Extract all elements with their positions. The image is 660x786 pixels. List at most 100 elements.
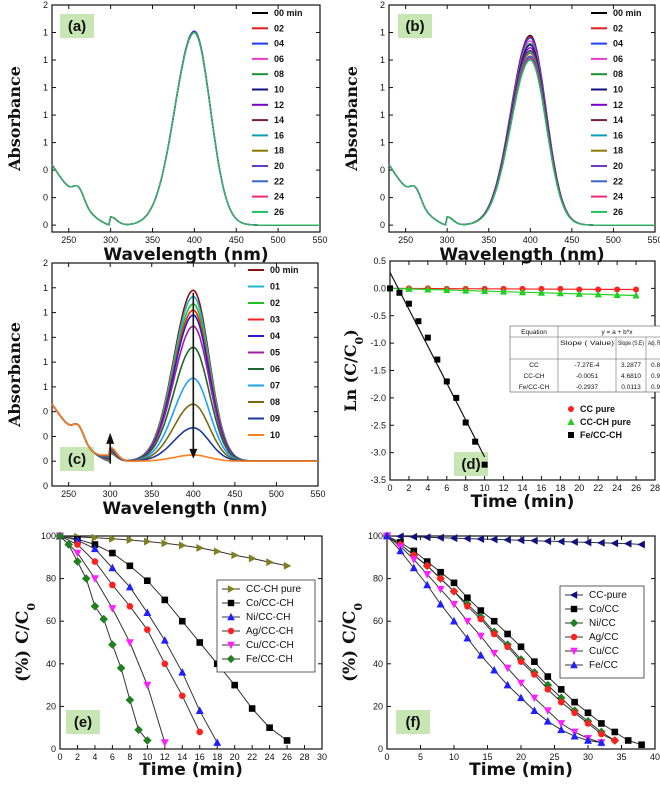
y-tick-label: 0 <box>380 220 385 230</box>
data-point <box>125 639 134 647</box>
legend-label: 00 min <box>270 265 299 275</box>
data-point <box>623 539 632 548</box>
data-point <box>196 639 204 646</box>
x-tick-label: 26 <box>282 752 292 762</box>
table-cell: 4.6810 <box>621 373 641 380</box>
data-point <box>144 537 152 546</box>
legend-box <box>216 579 316 673</box>
x-tick-label: 250 <box>398 235 413 245</box>
x-tick-label: 14 <box>177 752 187 762</box>
subscript: 0 <box>353 336 366 344</box>
data-point <box>109 581 116 589</box>
plot-frame <box>59 535 323 750</box>
x-tick-label: 550 <box>647 235 660 245</box>
data-point <box>450 616 458 625</box>
data-point <box>415 318 422 325</box>
data-point <box>453 394 460 401</box>
legend-label: 20 <box>613 161 623 171</box>
y-tick-label: 60 <box>373 616 383 626</box>
data-point <box>476 632 485 641</box>
data-point <box>575 289 583 297</box>
data-point <box>64 540 74 549</box>
data-point <box>248 554 257 563</box>
data-point <box>472 438 479 445</box>
data-point <box>437 575 444 582</box>
data-point <box>134 725 143 735</box>
spectrum-line <box>51 31 320 226</box>
data-point <box>463 534 471 543</box>
data-point <box>610 539 619 548</box>
data-point <box>91 558 99 565</box>
x-tick-label: 12 <box>499 483 509 493</box>
legend-label: Cu/CC-CH <box>246 640 294 651</box>
data-point <box>517 643 525 651</box>
x-tick-label: 0 <box>387 483 392 493</box>
data-point <box>503 535 511 544</box>
y-tick-label: -2.0 <box>370 393 386 403</box>
y-tick-label: 1 <box>43 110 48 120</box>
data-point <box>160 636 169 644</box>
data-point <box>516 536 525 545</box>
x-tick-label: 20 <box>230 752 240 762</box>
data-point <box>477 607 485 614</box>
x-tick-label: 350 <box>144 489 159 499</box>
data-point <box>531 658 538 665</box>
legend-label: 26 <box>274 207 284 217</box>
x-axis-label: Wavelength (nm) <box>103 245 268 265</box>
panel-label: (f) <box>406 714 421 731</box>
data-point <box>584 736 592 744</box>
data-point <box>570 731 579 740</box>
legend-label: 00 min <box>274 8 303 18</box>
y-tick-label: -0.5 <box>370 311 386 321</box>
y-tick-label: 2 <box>43 258 48 268</box>
y-tick-label: 1 <box>43 308 48 318</box>
panel-label-badge <box>60 447 94 471</box>
data-point <box>90 602 100 611</box>
data-point <box>422 533 431 542</box>
chart-panel-f: 0 5 10 15 20 25 30 35 40 0 20 40 60 80 100 (f) CC-pure Co… <box>340 531 660 780</box>
y-tick-label: 100 <box>368 531 383 541</box>
x-tick-label: 18 <box>555 483 565 493</box>
y-axis-label: Ln (C/C0) <box>341 329 366 412</box>
legend-label: 24 <box>613 192 623 202</box>
data-point <box>213 547 222 556</box>
data-point <box>611 728 619 736</box>
y-tick-label: 60 <box>46 616 56 626</box>
legend-label: 12 <box>613 100 623 110</box>
x-tick-label: 300 <box>103 489 118 499</box>
data-point <box>490 630 498 638</box>
x-tick-label: 6 <box>444 483 449 493</box>
panel-label: (c) <box>68 451 86 468</box>
legend-label: Co/CC-CH <box>246 598 294 609</box>
data-point <box>543 707 552 715</box>
x-tick-label: 26 <box>631 483 641 493</box>
data-point <box>584 709 592 717</box>
x-tick-label: 10 <box>142 752 152 762</box>
x-tick-label: 400 <box>187 235 202 245</box>
chart-panel-d: 0 2 4 6 8 10 12 14 16 18 20 22 24 26 28-3.5-3.0-2.5-2.… <box>341 256 660 512</box>
legend-label: 26 <box>613 207 623 217</box>
data-point <box>73 549 82 558</box>
x-tick-label: 22 <box>593 483 603 493</box>
data-point <box>530 694 539 703</box>
data-point <box>409 556 418 564</box>
y-tick-label: -3.0 <box>370 448 386 458</box>
y-tick-label: 0 <box>43 407 48 417</box>
legend-label: 04 <box>274 39 284 49</box>
data-point <box>569 618 579 628</box>
y-tick-label: 1 <box>380 83 385 93</box>
legend-label: 22 <box>613 176 623 186</box>
data-point <box>227 627 235 635</box>
data-point <box>503 664 512 673</box>
x-tick-label: 12 <box>160 752 170 762</box>
plot-frame <box>388 4 656 233</box>
y-axis-label: (%) C/C0 <box>340 603 365 682</box>
data-point <box>567 418 575 425</box>
data-point <box>283 561 292 570</box>
data-point <box>489 535 498 544</box>
data-point <box>611 737 619 744</box>
y-tick-label: 1 <box>43 138 48 148</box>
table-cell: -0.2937 <box>576 384 598 391</box>
data-point <box>423 580 432 589</box>
